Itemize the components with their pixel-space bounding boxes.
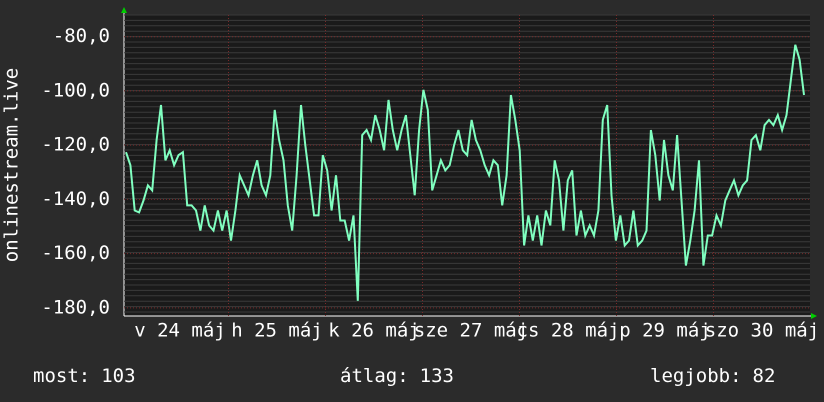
x-tick-label: cs 28 máj [517,320,620,342]
x-tick-label: sze 27 máj [414,320,528,342]
footer-value: 82 [753,365,776,387]
y-tick-label: -120,0 [41,134,110,156]
data-line [125,44,805,301]
x-tick-label: p 29 máj [619,320,711,342]
footer-label: most: [33,365,90,387]
y-tick-label: -100,0 [41,79,110,101]
y-tick-label: -160,0 [41,242,110,264]
plot-area [124,15,810,316]
y-axis-label: onlinestream.live [1,68,23,262]
x-tick-label: h 25 máj [231,320,323,342]
axis-arrow [121,7,127,13]
footer-label: legjobb: [650,365,742,387]
axis-arrow [811,313,817,319]
x-tick-label: szo 30 máj [705,320,819,342]
footer-stat: most: 103 [33,365,136,387]
y-tick-label: -80,0 [53,25,110,47]
footer-stat: átlag: 133 [340,365,454,387]
footer-value: 133 [420,365,454,387]
footer-stat: legjobb: 82 [650,365,775,387]
y-tick-label: -140,0 [41,188,110,210]
y-tick-label: -180,0 [41,296,110,318]
x-tick-label: k 26 máj [328,320,420,342]
x-tick-label: v 24 máj [134,320,226,342]
footer-value: 103 [101,365,135,387]
footer-label: átlag: [340,365,409,387]
